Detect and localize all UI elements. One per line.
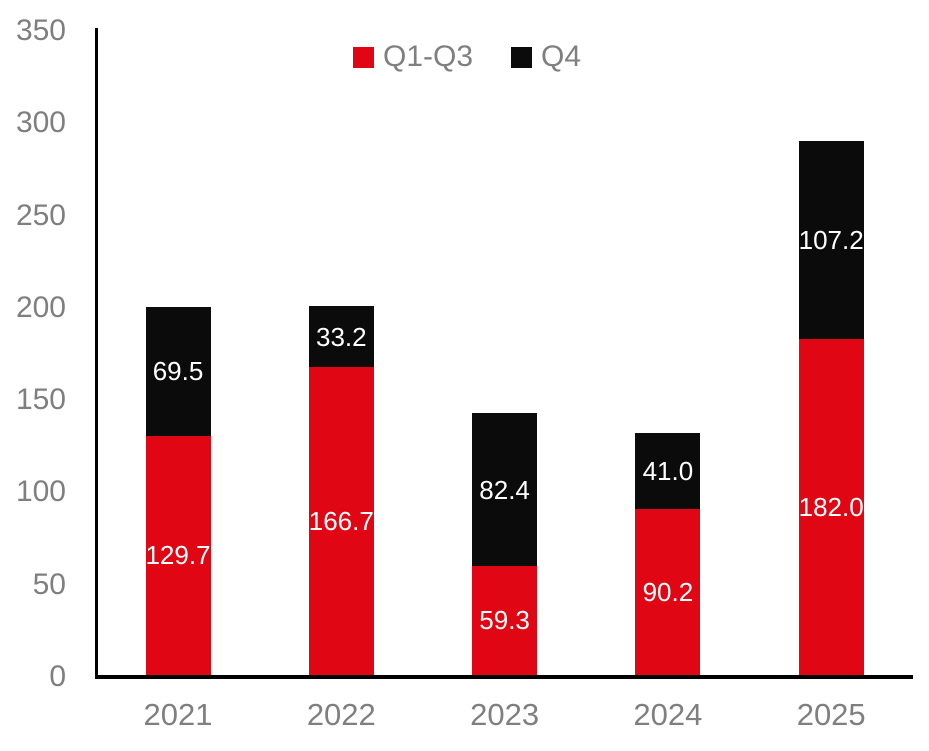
x-axis-label-2021: 2021 (143, 697, 213, 732)
y-tick-label: 250 (15, 198, 66, 232)
chart-legend: Q1-Q3 Q4 (353, 40, 581, 74)
bar-segment-q1q3-2024 (635, 508, 701, 675)
y-tick-label: 0 (49, 660, 66, 693)
y-tick-label: 200 (15, 290, 66, 324)
bar-value-label: 166.7 (308, 506, 374, 537)
bar-segment-q4-2024 (635, 432, 701, 509)
x-axis-label-2022: 2022 (306, 697, 376, 732)
legend-item-q1q3: Q1-Q3 (353, 42, 473, 72)
legend-item-q4: Q4 (511, 42, 581, 72)
x-axis-label-2023: 2023 (470, 697, 540, 732)
legend-label-q4: Q4 (541, 40, 582, 73)
bar-segment-q4-2025 (798, 141, 864, 340)
bar-segment-q1q3-2025 (798, 339, 864, 675)
legend-label-q1q3: Q1-Q3 (383, 40, 474, 73)
legend-swatch-q1q3 (353, 46, 374, 68)
bar-value-label: 107.2 (798, 225, 864, 256)
bar-value-label: 182.0 (798, 492, 864, 523)
y-tick-label: 50 (32, 567, 66, 601)
bar-value-label: 59.3 (479, 605, 530, 636)
bar-segment-q1q3-2022 (308, 367, 374, 675)
bar-segment-q4-2022 (308, 306, 374, 368)
y-tick-label: 100 (15, 475, 66, 509)
y-tick-label: 300 (15, 106, 66, 140)
bar-segment-q4-2021 (145, 307, 211, 436)
y-tick-label: 150 (15, 383, 66, 417)
x-axis-label-2025: 2025 (796, 697, 866, 732)
y-tick-label: 350 (15, 14, 66, 47)
bar-segment-q1q3-2023 (472, 565, 538, 675)
bar-value-label: 41.0 (642, 455, 694, 486)
bar-value-label: 82.4 (479, 474, 530, 505)
y-axis-line (95, 28, 98, 679)
bar-value-label: 90.2 (642, 576, 694, 607)
legend-swatch-q4 (511, 46, 533, 68)
x-axis-line (95, 675, 913, 679)
bar-segment-q1q3-2021 (145, 435, 211, 675)
bar-segment-q4-2023 (472, 413, 538, 566)
x-axis-label-2024: 2024 (633, 697, 703, 732)
bar-value-label: 33.2 (315, 321, 367, 352)
bar-value-label: 69.5 (152, 356, 204, 387)
bar-value-label: 129.7 (145, 540, 211, 571)
